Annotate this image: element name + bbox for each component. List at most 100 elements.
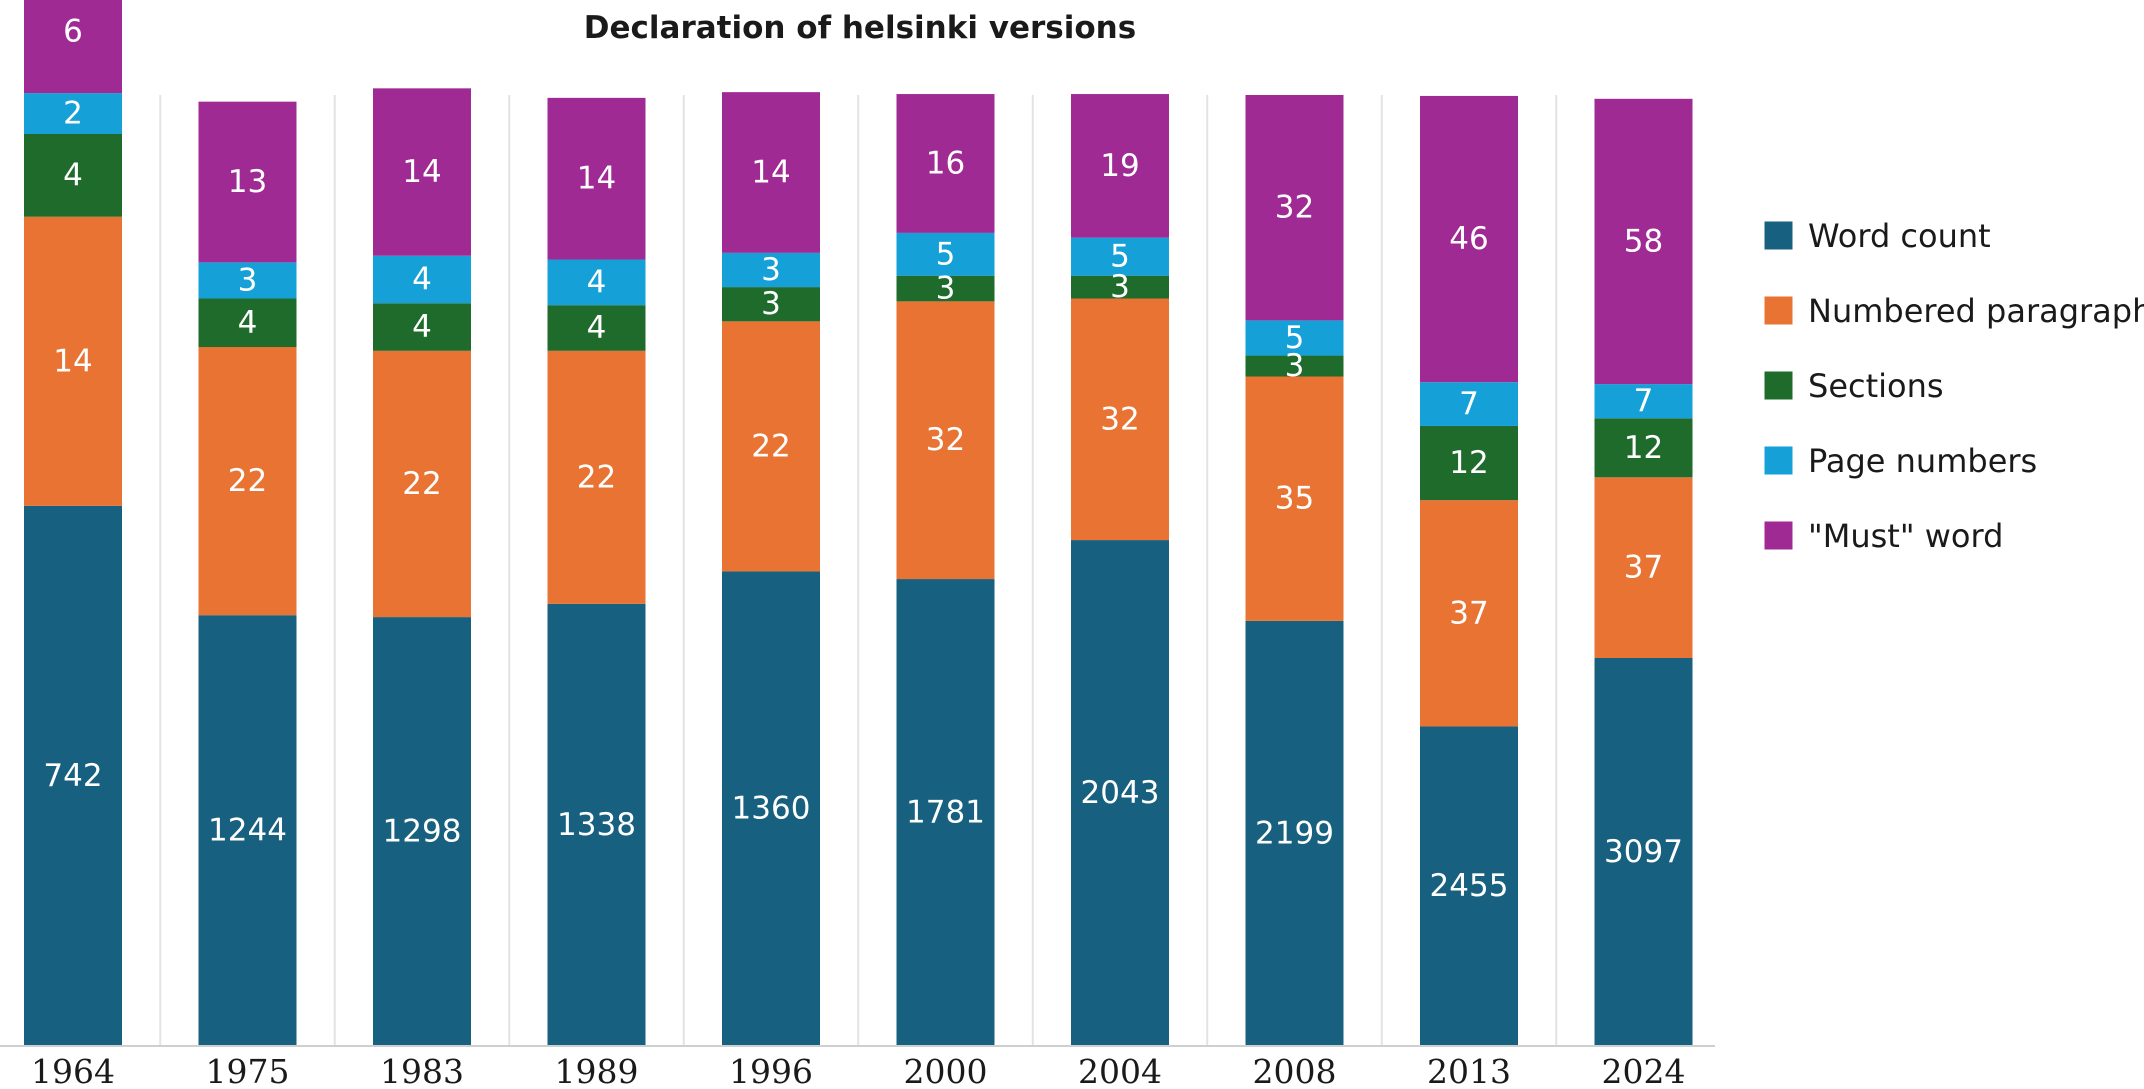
- data-label-sections-2013: 12: [1449, 445, 1488, 481]
- bar-segment-must-word-2013: [1420, 95, 1518, 383]
- data-label-word-count-1989: 1338: [557, 807, 636, 843]
- bar-segment-numbered-paragraphs-1975: [198, 347, 297, 616]
- bar-segment-numbered-paragraphs-1989: [547, 350, 646, 604]
- legend-swatch-numbered-paragraphs: [1763, 295, 1794, 326]
- x-tick-label-1989: 1989: [555, 1052, 639, 1089]
- bar-segment-numbered-paragraphs-1983: [373, 350, 471, 618]
- bar-segment-page-numbers-2000: [896, 232, 995, 276]
- bar-segment-page-numbers-1996: [722, 252, 820, 288]
- legend-swatch-sections: [1763, 370, 1794, 401]
- bar-segment-word-count-2013: [1420, 726, 1518, 1046]
- data-label-numbered-paragraphs-1964: 14: [53, 343, 92, 379]
- data-label-sections-1975: 4: [238, 305, 258, 341]
- legend-label-word-count: Word count: [1808, 217, 1991, 255]
- x-tick-label-2024: 2024: [1602, 1052, 1686, 1089]
- data-label-word-count-1996: 1360: [732, 791, 811, 827]
- bar-segment-sections-1983: [373, 303, 471, 351]
- x-tick-label-2013: 2013: [1427, 1052, 1511, 1089]
- data-label-must-word-1975: 13: [228, 164, 267, 200]
- data-label-sections-1996: 3: [761, 286, 781, 322]
- bar-segment-word-count-1989: [547, 603, 646, 1046]
- data-label-numbered-paragraphs-2000: 32: [926, 422, 965, 458]
- bar-segment-page-numbers-2008: [1245, 320, 1344, 356]
- data-label-word-count-2008: 2199: [1255, 815, 1334, 851]
- bar-segment-must-word-1975: [198, 101, 297, 263]
- bar-segment-sections-2004: [1071, 275, 1169, 299]
- x-tick-label-2000: 2000: [904, 1052, 988, 1089]
- bar-segment-sections-1989: [547, 305, 646, 351]
- data-label-numbered-paragraphs-1975: 22: [228, 463, 267, 499]
- data-label-page-numbers-2000: 5: [936, 236, 956, 272]
- bar-segment-must-word-1964: [24, 0, 122, 94]
- data-label-numbered-paragraphs-2024: 37: [1624, 550, 1663, 586]
- bar-segment-page-numbers-2004: [1071, 237, 1169, 276]
- data-label-must-word-1983: 14: [402, 154, 441, 190]
- data-label-page-numbers-1983: 4: [412, 261, 432, 297]
- bar-segment-page-numbers-1989: [547, 259, 646, 306]
- bars: [24, 0, 1693, 1046]
- data-label-page-numbers-1989: 4: [587, 264, 607, 300]
- bar-segment-numbered-paragraphs-2013: [1420, 500, 1518, 727]
- chart-title: Declaration of helsinki versions: [583, 10, 1137, 46]
- bar-segment-numbered-paragraphs-2000: [896, 301, 995, 580]
- bar-segment-word-count-1975: [198, 615, 297, 1046]
- data-label-must-word-2000: 16: [926, 145, 965, 181]
- legend-label-must-word: "Must" word: [1808, 517, 2003, 555]
- bar-segment-sections-2024: [1594, 418, 1693, 478]
- data-label-must-word-2004: 19: [1100, 148, 1139, 184]
- bar-segment-page-numbers-2013: [1420, 382, 1518, 426]
- data-label-word-count-2013: 2455: [1430, 868, 1509, 904]
- x-tick-label-1964: 1964: [31, 1052, 115, 1089]
- bar-segment-sections-1975: [198, 298, 297, 348]
- data-label-must-word-1964: 6: [63, 13, 83, 49]
- legend-label-page-numbers: Page numbers: [1808, 442, 2037, 480]
- data-label-page-numbers-1975: 3: [238, 262, 258, 298]
- bar-segment-must-word-2004: [1071, 94, 1169, 238]
- data-label-sections-2024: 12: [1624, 430, 1663, 466]
- bar-segment-must-word-1983: [373, 88, 471, 256]
- bar-segment-word-count-1964: [24, 505, 122, 1046]
- bar-segment-word-count-2000: [896, 579, 995, 1046]
- data-label-numbered-paragraphs-1983: 22: [402, 466, 441, 502]
- bar-segment-word-count-2004: [1071, 540, 1169, 1046]
- data-label-word-count-1964: 742: [43, 758, 102, 794]
- bar-segment-sections-1964: [24, 133, 122, 217]
- x-tick-label-2004: 2004: [1078, 1052, 1162, 1089]
- legend: Word count Numbered paragraphs Sections Pag…: [1763, 217, 2144, 555]
- data-label-page-numbers-1964: 2: [63, 96, 83, 132]
- bar-segment-word-count-2008: [1245, 620, 1344, 1046]
- data-label-must-word-2024: 58: [1624, 223, 1663, 259]
- bar-segment-word-count-1983: [373, 617, 471, 1046]
- data-label-page-numbers-2024: 7: [1634, 383, 1654, 419]
- data-label-word-count-2000: 1781: [906, 795, 985, 831]
- bar-segment-page-numbers-1983: [373, 255, 471, 304]
- data-label-word-count-2024: 3097: [1604, 834, 1683, 870]
- data-label-page-numbers-2008: 5: [1285, 320, 1305, 356]
- data-label-sections-1964: 4: [63, 157, 83, 193]
- legend-label-numbered-paragraphs: Numbered paragraphs: [1808, 292, 2144, 330]
- bar-segment-sections-2008: [1245, 355, 1344, 377]
- bar-segment-numbered-paragraphs-1964: [24, 216, 122, 506]
- bar-segment-page-numbers-1975: [198, 262, 297, 299]
- legend-swatch-word-count: [1763, 220, 1794, 251]
- legend-label-sections: Sections: [1808, 367, 1944, 405]
- bar-segment-must-word-2024: [1594, 98, 1693, 385]
- bar-segment-numbered-paragraphs-2008: [1245, 376, 1344, 621]
- bar-segment-numbered-paragraphs-2004: [1071, 298, 1169, 541]
- x-tick-label-1975: 1975: [206, 1052, 290, 1089]
- bar-segment-must-word-1996: [722, 92, 820, 253]
- bar-segment-page-numbers-2024: [1594, 384, 1693, 419]
- legend-swatch-page-numbers: [1763, 445, 1794, 476]
- data-label-must-word-2013: 46: [1449, 221, 1488, 257]
- data-label-numbered-paragraphs-1996: 22: [751, 428, 790, 464]
- segment-labels: 742 14 4 2 6 1244 22 4 3 13 1298 22 4 4 14 1338 22 4 4 14 13…: [43, 13, 1683, 904]
- data-label-numbered-paragraphs-2008: 35: [1275, 481, 1314, 517]
- bar-segment-must-word-2008: [1245, 95, 1344, 321]
- data-label-word-count-1983: 1298: [383, 814, 462, 850]
- bar-segment-word-count-1996: [722, 571, 820, 1046]
- data-label-sections-1989: 4: [587, 310, 607, 346]
- data-label-must-word-2008: 32: [1275, 190, 1314, 226]
- bar-segment-sections-2013: [1420, 425, 1518, 501]
- data-label-word-count-2004: 2043: [1081, 775, 1160, 811]
